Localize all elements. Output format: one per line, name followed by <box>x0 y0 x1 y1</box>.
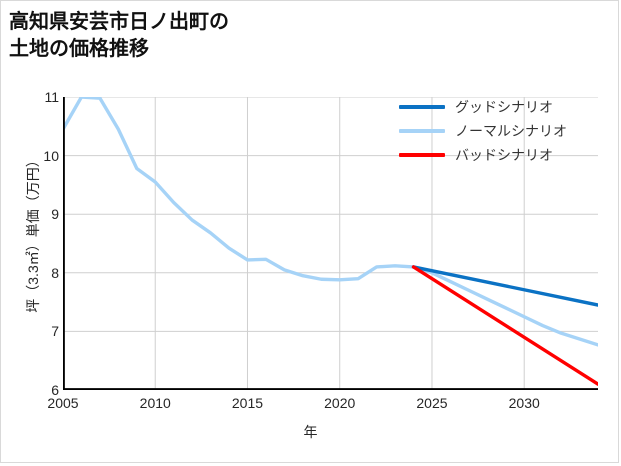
legend: グッドシナリオ ノーマルシナリオ バッドシナリオ <box>399 95 599 167</box>
legend-color-swatch <box>399 105 445 109</box>
y-axis-tick: 6 <box>51 382 59 398</box>
gridlines <box>63 97 598 390</box>
y-axis-title-wrapper: 坪（3.3㎡）単価（万円） <box>1 1 41 312</box>
x-axis-tick: 2005 <box>47 395 79 411</box>
axis-lines <box>63 97 598 390</box>
y-axis-tick: 9 <box>51 206 59 223</box>
y-axis-tick-labels: 11 10 9 8 7 6 <box>21 1 59 466</box>
legend-label: グッドシナリオ <box>455 99 553 115</box>
page-title: 高知県安芸市日ノ出町の 土地の価格推移 <box>9 11 229 60</box>
plot-area <box>63 97 598 390</box>
legend-color-swatch <box>399 129 445 133</box>
x-axis-tick: 2015 <box>231 395 264 411</box>
y-axis-title: 坪（3.3㎡）単価（万円） <box>25 153 41 313</box>
data-series <box>63 97 598 386</box>
series-line <box>63 97 598 347</box>
y-axis-tick: 7 <box>51 323 59 340</box>
series-line <box>411 265 598 307</box>
chart-svg <box>63 97 598 390</box>
x-axis-tick: 2030 <box>508 395 540 411</box>
legend-label: バッドシナリオ <box>455 147 553 163</box>
x-axis-tick: 2020 <box>324 395 356 411</box>
legend-item[interactable]: ノーマルシナリオ <box>399 119 599 143</box>
y-axis-tick: 10 <box>43 147 59 164</box>
x-axis-title: 年 <box>303 424 318 440</box>
legend-color-swatch <box>399 153 445 157</box>
legend-label: ノーマルシナリオ <box>455 123 567 139</box>
series-line <box>411 265 598 386</box>
x-axis-tick-labels: 2005 2010 2015 2020 2025 2030 <box>1 395 620 415</box>
x-axis-tick: 2010 <box>139 395 171 411</box>
x-axis-tick: 2025 <box>416 395 448 411</box>
legend-item[interactable]: バッドシナリオ <box>399 143 599 167</box>
y-axis-tick: 8 <box>51 264 59 281</box>
y-axis-tick: 11 <box>44 89 59 105</box>
legend-item[interactable]: グッドシナリオ <box>399 95 599 119</box>
